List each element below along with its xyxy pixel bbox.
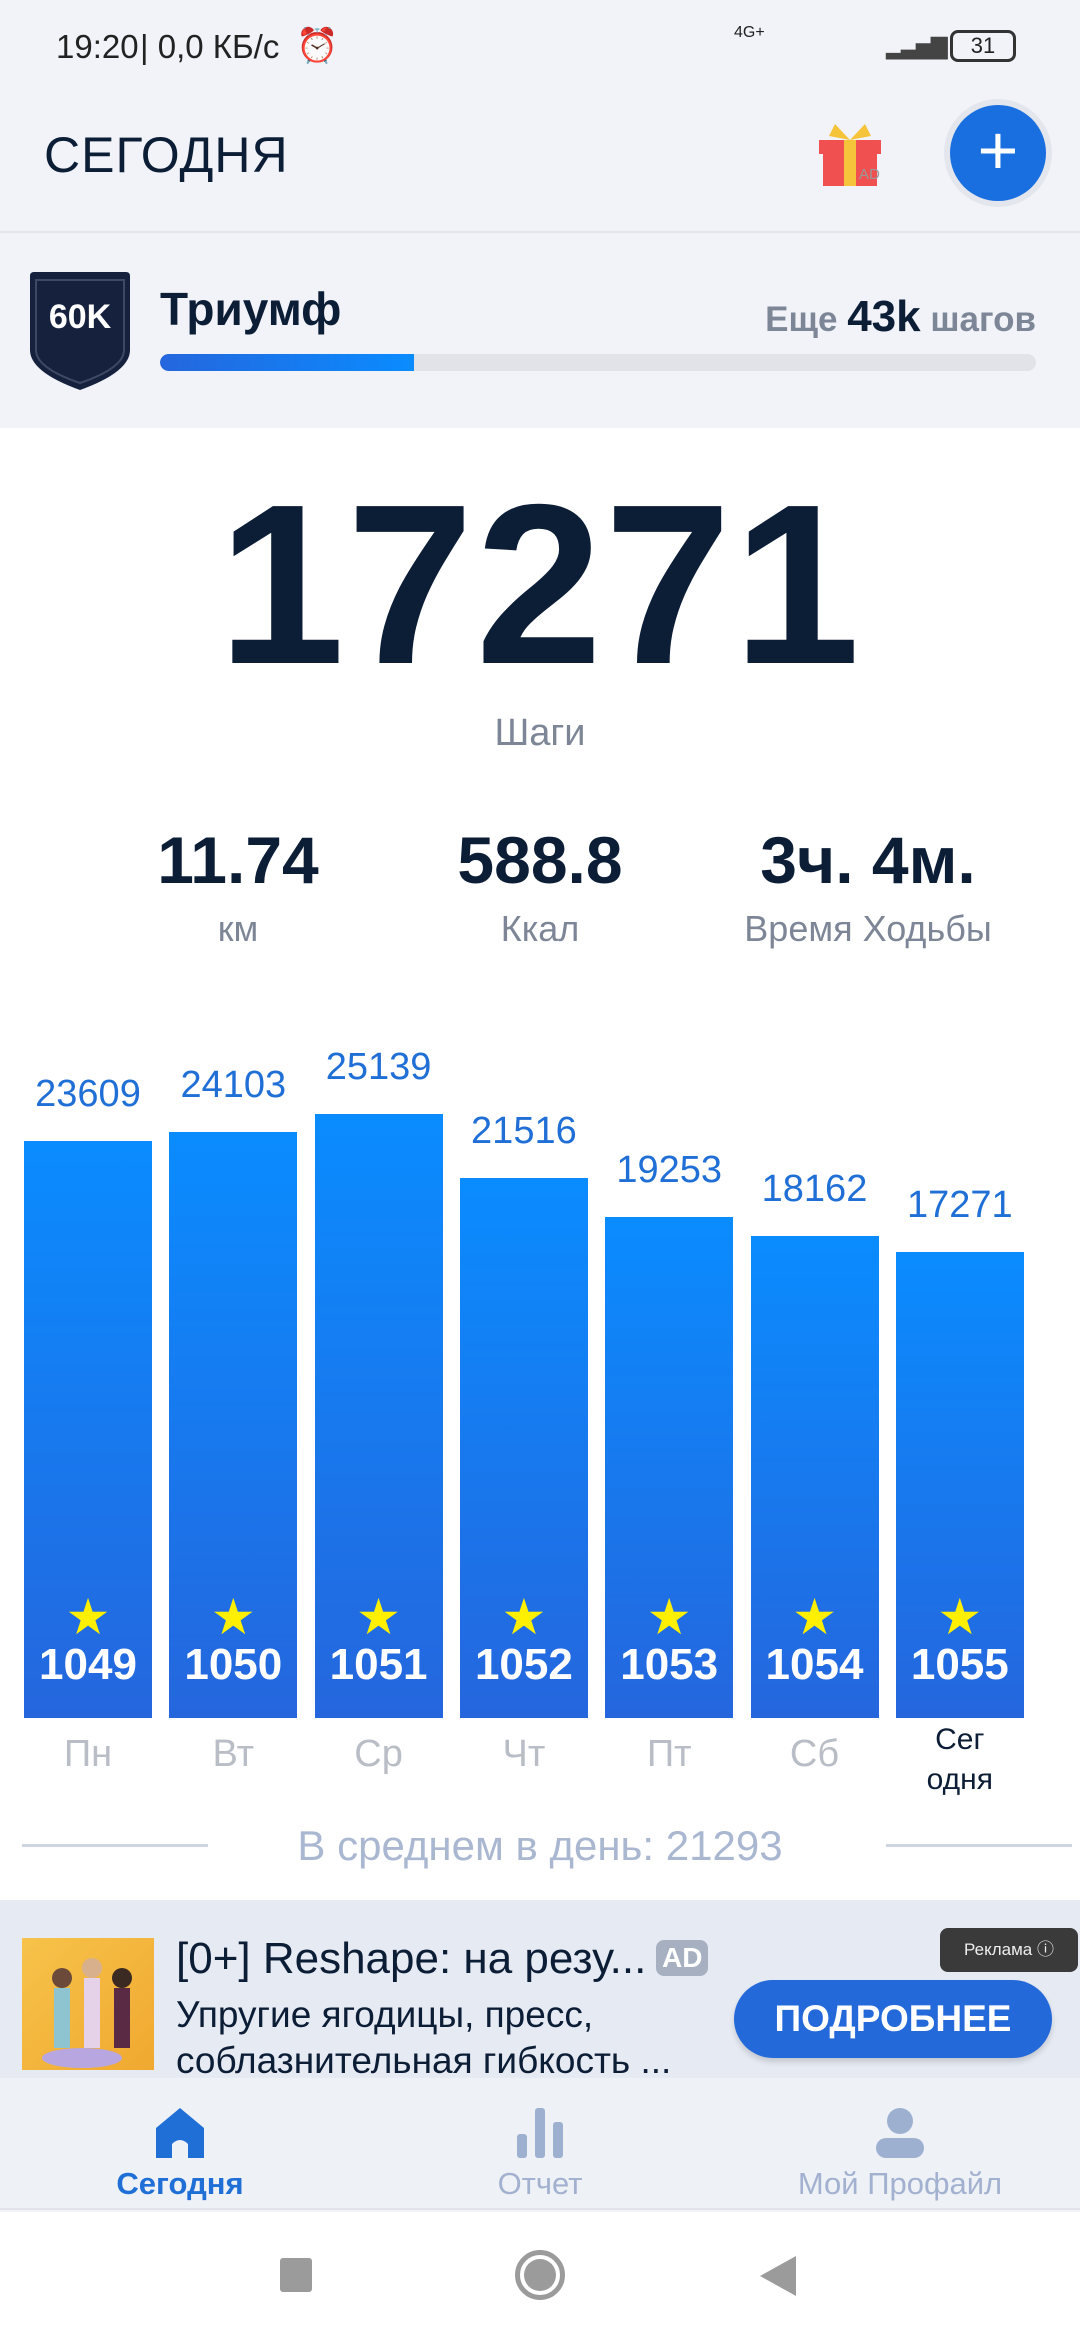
steps-count: 17271 [217, 458, 862, 712]
day-label: Чт [502, 1733, 546, 1775]
add-button[interactable]: + [950, 105, 1046, 201]
chart-bar[interactable] [750, 1236, 879, 1718]
chart-bar[interactable] [24, 1140, 152, 1718]
chart-bar[interactable] [605, 1217, 734, 1718]
stat-calories: 588.8 Ккал [457, 823, 623, 949]
tab-report[interactable]: Отчет [360, 2078, 720, 2210]
day-number: 1054 [765, 1640, 864, 1689]
day-label: Вт [212, 1733, 255, 1775]
shield-badge-icon [30, 272, 130, 390]
ad-photo-icon [42, 1958, 132, 2068]
page-title: СЕГОДНЯ [44, 127, 289, 183]
divider [0, 231, 1080, 233]
home-icon [156, 2108, 204, 2158]
system-nav-bar [0, 2212, 1080, 2340]
status-speed: | 0,0 КБ/с [140, 28, 280, 65]
stat-walk-time: 3ч. 4м. Время Ходьбы [744, 823, 992, 949]
stat-distance: 11.74 км [157, 823, 319, 949]
star-icon: ★ [792, 1589, 837, 1645]
star-icon: ★ [646, 1589, 692, 1645]
bar-chart-icon [517, 2108, 563, 2158]
ad-badge: AD [656, 1940, 709, 1976]
bar-value-label: 19253 [616, 1149, 723, 1192]
tab-today[interactable]: Сегодня [0, 2078, 360, 2210]
recents-button[interactable] [280, 2258, 312, 2292]
chart-bar[interactable] [169, 1132, 298, 1718]
achievement-title: Триумф [160, 283, 342, 335]
day-number: 1053 [620, 1640, 719, 1689]
daily-average: В среднем в день: 21293 [297, 1822, 783, 1869]
day-number: 1055 [910, 1640, 1009, 1689]
star-icon: ★ [65, 1589, 111, 1645]
status-time: 19:20 [56, 28, 139, 65]
star-icon: ★ [356, 1589, 401, 1645]
ad-description: Упругие ягодицы, пресс, соблазнительная г… [176, 1994, 672, 2081]
bar-value-label: 23609 [35, 1072, 141, 1115]
day-label: Ср [354, 1733, 403, 1775]
gift-ad-button[interactable]: AD [815, 120, 885, 190]
back-button[interactable] [760, 2256, 796, 2296]
home-dot-icon [524, 2259, 556, 2291]
day-number: 1049 [39, 1640, 137, 1689]
ad-title[interactable]: [0+] Reshape: на резу... [176, 1934, 647, 1983]
day-label: Сб [789, 1733, 840, 1775]
star-icon: ★ [937, 1589, 983, 1645]
chart-bar[interactable] [459, 1177, 588, 1718]
day-label: Пт [646, 1733, 692, 1775]
bar-value-label: 24103 [180, 1064, 287, 1107]
chart-bar[interactable] [314, 1114, 443, 1718]
signal-icon: ▂▃▅▇ [886, 34, 948, 59]
status-bar: 19:20 | 0,0 КБ/с ⏰ 4G+ ▂▃▅▇ 31 [0, 0, 1080, 95]
divider [886, 1844, 1072, 1847]
star-icon: ★ [501, 1589, 547, 1645]
network-label: 4G+ [734, 24, 765, 41]
day-number: 1052 [474, 1640, 573, 1689]
achievement-progress [160, 354, 1036, 371]
bar-value-label: 21516 [471, 1109, 577, 1152]
bar-value-label: 25139 [325, 1046, 432, 1089]
divider [22, 1844, 208, 1847]
achievement-remaining: Еще 43k шагов [765, 292, 1036, 341]
tab-profile[interactable]: Мой Профайл [720, 2078, 1080, 2210]
progress-fill [160, 354, 415, 371]
bar-value-label: 18162 [761, 1168, 868, 1211]
day-number: 1051 [329, 1640, 428, 1689]
star-icon: ★ [210, 1589, 256, 1645]
battery-icon: 31 [950, 30, 1016, 62]
chart-bar[interactable] [895, 1252, 1024, 1718]
ad-banner[interactable]: [0+] Reshape: на резу... AD Упругие ягод… [0, 1900, 1080, 2081]
ad-more-button[interactable]: ПОДРОБНЕЕ [734, 1980, 1052, 2058]
alarm-icon: ⏰ [296, 27, 339, 65]
ad-info-label[interactable]: Реклама ⓘ [940, 1928, 1078, 1972]
home-button[interactable] [515, 2250, 565, 2300]
steps-label: Шаги [494, 712, 586, 754]
profile-icon [876, 2108, 924, 2158]
day-label: Пн [63, 1733, 113, 1775]
day-number: 1050 [184, 1640, 283, 1689]
day-label: Сег одня [926, 1723, 993, 1796]
gift-icon [819, 124, 881, 186]
ad-image[interactable] [22, 1938, 154, 2070]
achievement-badge: 60K [28, 272, 132, 390]
bar-value-label: 17271 [906, 1184, 1013, 1227]
bottom-nav: Сегодня Отчет Мой Профайл [0, 2078, 1080, 2210]
